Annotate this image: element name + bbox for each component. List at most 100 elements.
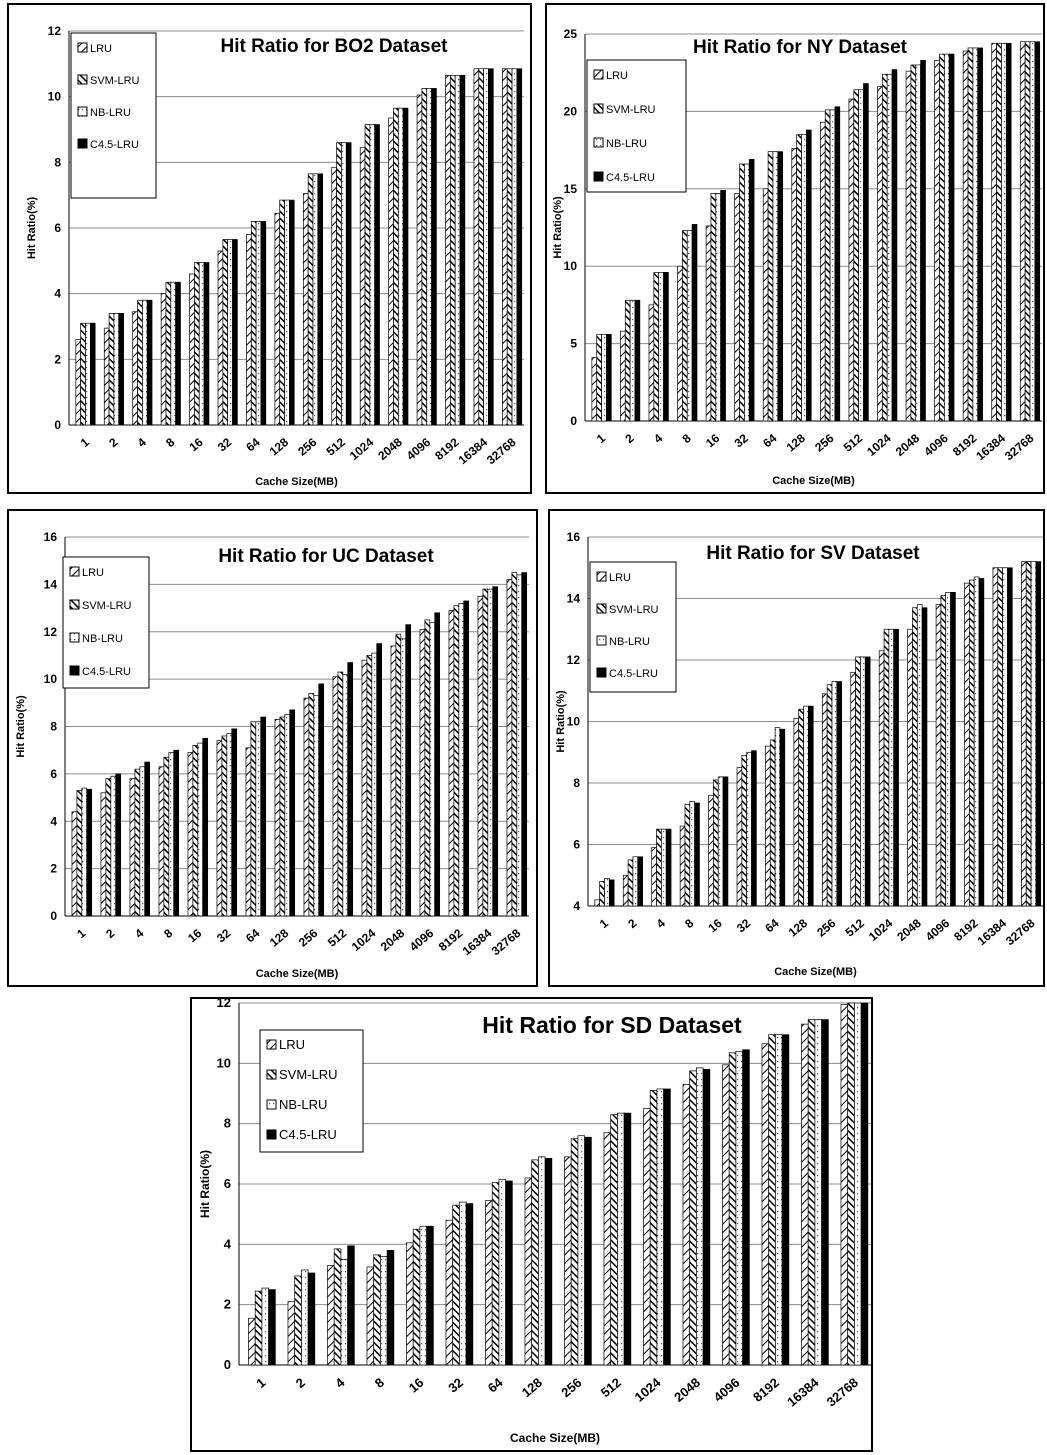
bar-nb-lru — [227, 734, 232, 916]
legend-label: LRU — [279, 1037, 305, 1052]
bar-nb-lru — [744, 164, 749, 421]
y-tick-label: 4 — [50, 814, 57, 828]
bar-c4-5-lru — [387, 1250, 394, 1365]
legend-swatch — [267, 1040, 276, 1049]
bar-lru — [446, 75, 451, 425]
legend-label: C4.5-LRU — [609, 668, 658, 680]
bar-svm-lru — [194, 262, 199, 425]
bar-lru — [188, 753, 193, 916]
y-tick-label: 8 — [50, 720, 57, 734]
bar-nb-lru — [169, 753, 174, 916]
legend-label: SVM-LRU — [82, 600, 132, 612]
y-tick-label: 10 — [567, 715, 581, 729]
legend-swatch — [597, 636, 606, 645]
x-tick-label: 16384 — [460, 926, 495, 958]
chart-panel-bo2: 0 2 4 6 8 10 12 1 2 4 8 16 32 64 128 256 512 1024 2048 4096… — [7, 3, 532, 494]
bar-svm-lru — [711, 193, 716, 421]
bar-nb-lru — [775, 728, 780, 906]
bar-nb-lru — [199, 262, 204, 425]
y-tick-label: 2 — [50, 862, 57, 876]
bar-c4-5-lru — [318, 174, 323, 425]
bar-lru — [849, 99, 854, 421]
bar-nb-lru — [256, 221, 261, 425]
chart-title: Hit Ratio for NY Dataset — [693, 37, 908, 58]
bar-nb-lru — [696, 1068, 703, 1365]
bar-lru — [288, 1302, 295, 1365]
bar-c4-5-lru — [435, 613, 440, 916]
bar-svm-lru — [492, 1182, 499, 1365]
y-tick-label: 10 — [564, 259, 578, 273]
x-tick-label: 4 — [654, 916, 668, 931]
bar-svm-lru — [825, 110, 830, 421]
bar-c4-5-lru — [348, 1246, 355, 1365]
y-tick-label: 0 — [54, 418, 61, 432]
bar-nb-lru — [854, 1003, 861, 1365]
bar-c4-5-lru — [545, 1158, 552, 1365]
x-tick-label: 4 — [135, 435, 149, 450]
x-tick-label: 1 — [78, 435, 92, 450]
bar-c4-5-lru — [460, 75, 465, 425]
x-tick-label: 32768 — [484, 435, 519, 467]
bar-c4-5-lru — [506, 1181, 513, 1365]
bar-svm-lru — [911, 65, 916, 421]
bar-nb-lru — [341, 1259, 348, 1365]
bar-nb-lru — [85, 323, 90, 425]
bar-c4-5-lru — [664, 1089, 671, 1365]
y-tick-label: 0 — [570, 414, 577, 428]
chart-svg: 0 5 10 15 20 25 1 2 4 8 16 32 64 128 256 512 1024 2048 409… — [547, 5, 1043, 492]
y-tick-label: 8 — [54, 155, 61, 169]
bar-c4-5-lru — [951, 592, 956, 906]
bar-c4-5-lru — [721, 190, 726, 421]
bar-lru — [446, 1220, 453, 1365]
x-tick-label: 16 — [185, 926, 204, 946]
bar-c4-5-lru — [752, 751, 757, 906]
bar-c4-5-lru — [87, 789, 92, 916]
bar-lru — [649, 305, 654, 421]
legend-swatch — [594, 104, 603, 113]
bar-nb-lru — [944, 54, 949, 421]
chart-panel-sv: 4 6 8 10 12 14 16 1 2 4 8 16 32 64 128 256 512 1024 2048 40… — [548, 509, 1045, 987]
x-tick-label: 4 — [651, 431, 665, 446]
bar-svm-lru — [625, 300, 630, 421]
bar-svm-lru — [135, 769, 140, 916]
bar-svm-lru — [138, 300, 143, 425]
y-axis-title: Hit Ratio(%) — [15, 695, 27, 758]
bar-c4-5-lru — [749, 159, 754, 421]
x-tick-label: 512 — [841, 431, 866, 455]
bar-svm-lru — [450, 75, 455, 425]
bar-lru — [248, 1318, 255, 1365]
x-tick-label: 64 — [485, 1374, 506, 1395]
bar-c4-5-lru — [116, 774, 121, 916]
y-tick-label: 14 — [567, 592, 581, 606]
bar-lru — [246, 235, 251, 425]
bar-svm-lru — [81, 323, 86, 425]
bar-svm-lru — [425, 620, 430, 916]
bar-c4-5-lru — [863, 84, 868, 421]
bar-svm-lru — [479, 69, 484, 425]
bar-nb-lru — [602, 334, 607, 421]
x-tick-label: 4096 — [921, 431, 951, 459]
bar-c4-5-lru — [289, 200, 294, 425]
bar-svm-lru — [884, 629, 889, 906]
x-tick-label: 4096 — [404, 435, 434, 463]
bar-lru — [218, 251, 223, 425]
bar-svm-lru — [77, 790, 82, 916]
bar-nb-lru — [401, 639, 406, 916]
bar-lru — [906, 71, 911, 421]
bar-lru — [993, 568, 998, 906]
bar-lru — [680, 826, 685, 906]
bar-svm-lru — [393, 108, 398, 425]
y-tick-label: 12 — [48, 24, 62, 38]
bar-svm-lru — [255, 1291, 262, 1365]
bar-svm-lru — [628, 860, 633, 906]
x-tick-label: 1024 — [866, 916, 896, 944]
bar-c4-5-lru — [145, 762, 150, 916]
x-tick-label: 2 — [106, 435, 120, 450]
bar-c4-5-lru — [782, 1035, 789, 1365]
x-tick-label: 2048 — [375, 435, 405, 463]
legend-swatch — [78, 43, 87, 52]
bar-lru — [592, 358, 597, 421]
chart-panel-sd: 0 2 4 6 8 10 12 1 2 4 8 16 32 64 128 256 512 1024 2048 4096… — [190, 997, 873, 1452]
bar-c4-5-lru — [1035, 42, 1040, 421]
bar-lru — [735, 193, 740, 421]
